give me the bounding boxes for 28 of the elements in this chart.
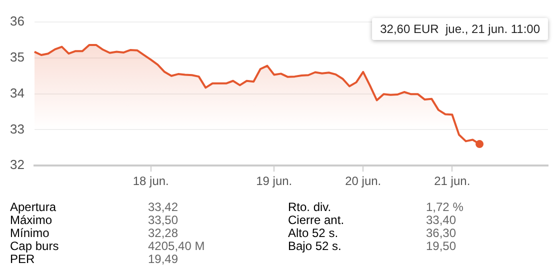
text: 33,50: [148, 213, 180, 227]
text: Cierre ant.: [288, 213, 346, 227]
text: Bajo 52 s.: [288, 239, 342, 253]
text: Alto 52 s.: [288, 226, 340, 240]
text: Máximo: [10, 213, 52, 227]
y-tick-label: 32: [10, 157, 24, 172]
text: Rto. div.: [288, 200, 332, 214]
y-tick-label: 36: [10, 14, 24, 29]
text: PER: [10, 252, 36, 266]
y-tick-label: 35: [10, 49, 24, 64]
text: 19,50: [426, 239, 458, 253]
x-tick-label: 19 jun.: [256, 174, 292, 188]
text: Mínimo: [10, 226, 50, 240]
annotation: 32,60 EUR jue., 21 jun. 11:00: [372, 18, 548, 40]
text: Cap burs: [10, 239, 60, 253]
text: Apertura: [10, 200, 58, 214]
text: 33,40: [426, 213, 458, 227]
x-tick-label: 20 jun.: [345, 174, 382, 188]
text: 19,49: [148, 252, 180, 266]
text: 1,72 %: [426, 200, 464, 214]
text: 36,30: [426, 226, 458, 240]
text: 32,28: [148, 226, 180, 240]
text: 4205,40 M: [148, 239, 206, 253]
y-tick-label: 33: [10, 121, 24, 136]
text: 33,42: [148, 200, 180, 214]
x-tick-label: 18 jun.: [132, 174, 169, 188]
x-tick-label: 21 jun.: [434, 174, 470, 188]
y-tick-label: 34: [10, 85, 24, 100]
